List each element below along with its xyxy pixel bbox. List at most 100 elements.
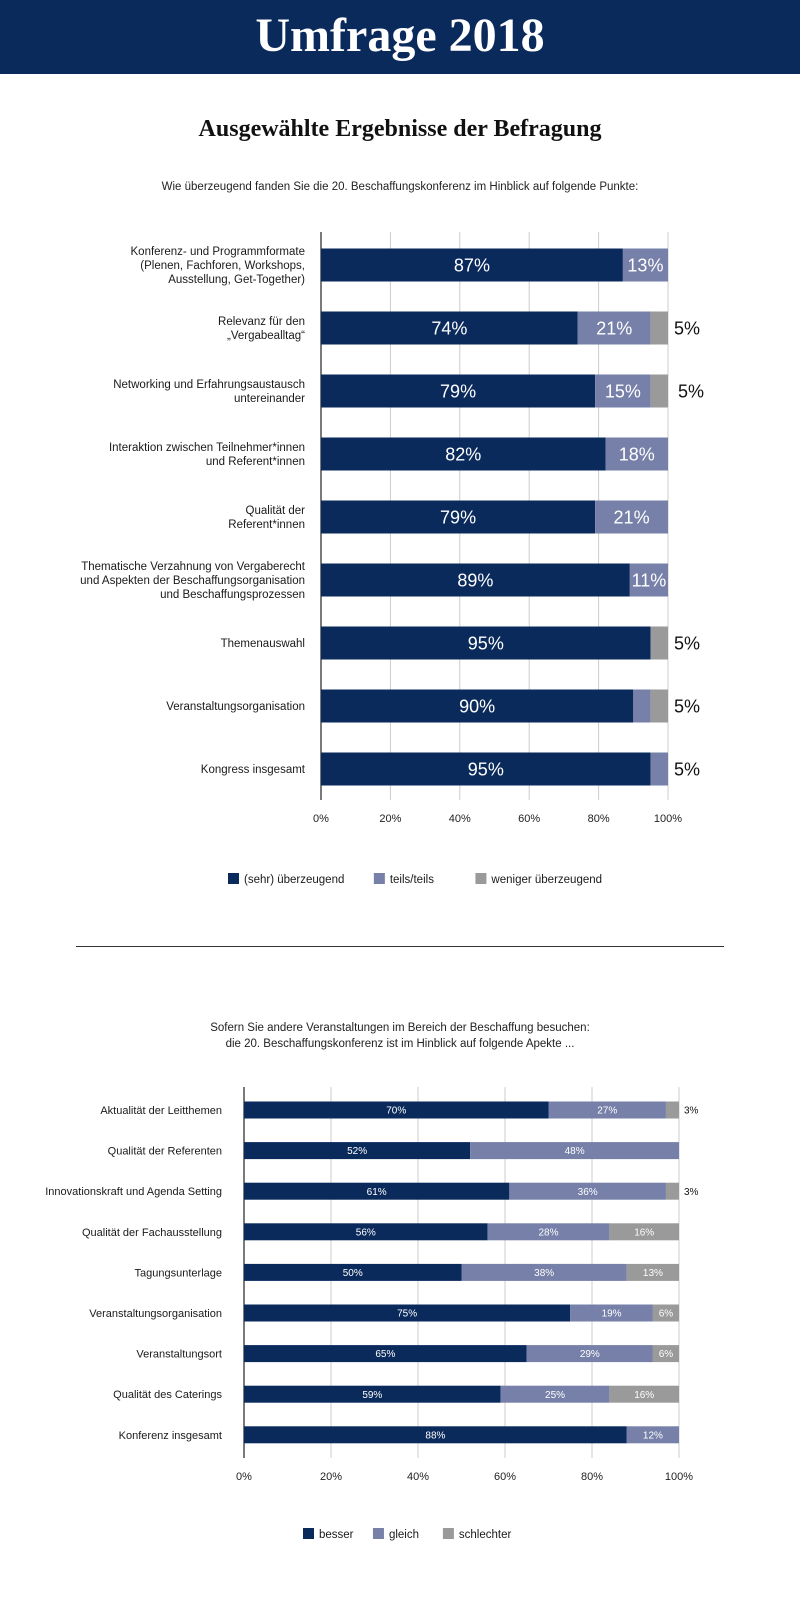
category-label: Veranstaltungsorganisation [166, 701, 305, 713]
bar-segment-2 [626, 1426, 679, 1444]
category-label: Konferenz insgesamt [119, 1430, 222, 1442]
data-label: 50% [343, 1268, 363, 1279]
bar-segment-1 [321, 752, 651, 786]
x-tick-label: 60% [494, 1471, 516, 1483]
bar-segment-3 [665, 1101, 679, 1119]
category-label: „Vergabealltag“ [227, 330, 305, 342]
bar-segment-1 [244, 1385, 501, 1403]
data-label: 28% [538, 1227, 558, 1238]
outside-data-label: 5% [674, 318, 700, 338]
category-label: Ausstellung, Get-Together) [168, 274, 305, 286]
legend-swatch [373, 873, 385, 884]
bar-segment-1 [244, 1426, 627, 1444]
outside-data-label: 5% [674, 759, 700, 779]
chart1-question: Wie überzeugend fanden Sie die 20. Besch… [161, 181, 639, 193]
bar-segment-3 [650, 626, 668, 660]
data-label: 6% [659, 1309, 674, 1320]
category-label: Innovationskraft und Agenda Setting [45, 1186, 222, 1198]
data-label: 27% [597, 1106, 617, 1117]
category-label: und Beschaffungsprozessen [160, 589, 305, 601]
data-label: 18% [619, 444, 655, 464]
category-label: und Aspekten der Beschaffungsorganisatio… [80, 575, 305, 587]
bar-segment-2 [500, 1385, 610, 1403]
legend-swatch [228, 873, 239, 884]
bar-segment-2 [650, 752, 668, 786]
data-label: 87% [454, 255, 490, 275]
chart2-question: Sofern Sie andere Veranstaltungen im Ber… [0, 1020, 800, 1052]
category-label: Tagungsunterlage [135, 1267, 222, 1279]
data-label: 15% [605, 381, 641, 401]
data-label: 16% [634, 1390, 654, 1401]
legend-swatch [372, 1528, 384, 1539]
x-tick-label: 20% [320, 1471, 342, 1483]
bar-segment-3 [626, 1263, 679, 1281]
data-label: 38% [534, 1268, 554, 1279]
legend-label: weniger überzeugend [490, 874, 602, 886]
outside-data-label: 3% [684, 1106, 699, 1117]
category-label: Qualität der Referenten [108, 1146, 222, 1158]
legend-label: gleich [389, 1529, 419, 1541]
chart1-convincing-bar-chart: 0% 20% 40% 60% 80% 100% Konferenz- und Program… [80, 232, 704, 886]
bar-segment-2 [487, 1223, 610, 1241]
x-tick-label: 0% [236, 1471, 252, 1483]
category-label: Interaktion zwischen Teilnehmer*innen [109, 442, 305, 454]
category-label: Aktualität der Leitthemen [100, 1105, 222, 1117]
bar-segment-3 [652, 1304, 679, 1322]
category-label: Veranstaltungsort [136, 1349, 222, 1361]
data-label: 19% [602, 1309, 622, 1320]
bar-segment-1 [244, 1182, 510, 1200]
bar-segment-3 [650, 311, 668, 345]
x-tick-label: 100% [665, 1471, 693, 1483]
bar-segment-3 [650, 689, 668, 723]
chart2-question-line: die 20. Beschaffungskonferenz ist im Hin… [225, 1038, 575, 1050]
chart2-question-line: Sofern Sie andere Veranstaltungen im Ber… [210, 1022, 590, 1034]
bar-segment-2 [605, 437, 668, 471]
bar-segment-1 [321, 689, 634, 723]
legend-label: (sehr) überzeugend [244, 874, 344, 886]
data-label: 56% [356, 1227, 376, 1238]
bar-segment-2 [595, 500, 668, 534]
category-label: Themenauswahl [221, 638, 305, 650]
bar-segment-1 [244, 1223, 488, 1241]
bar-segment-1 [244, 1345, 527, 1363]
section-divider [76, 946, 724, 947]
category-label: Thematische Verzahnung von Vergaberecht [81, 561, 306, 573]
category-label: Qualität des Caterings [113, 1389, 222, 1401]
category-label: Veranstaltungsorganisation [89, 1308, 222, 1320]
bar-segment-3 [609, 1223, 679, 1241]
bar-segment-2 [470, 1142, 679, 1160]
data-label: 89% [457, 570, 493, 590]
x-tick-label: 100% [654, 813, 682, 825]
data-label: 70% [386, 1106, 406, 1117]
data-label: 13% [627, 255, 663, 275]
data-label: 61% [367, 1187, 387, 1198]
category-label: Relevanz für den [218, 316, 305, 328]
x-tick-label: 20% [379, 813, 401, 825]
legend-label: teils/teils [390, 874, 434, 886]
data-label: 52% [347, 1146, 367, 1157]
data-label: 6% [659, 1349, 674, 1360]
outside-data-label: 5% [678, 381, 704, 401]
category-label: Konferenz- und Programmformate [131, 246, 306, 258]
data-label: 95% [468, 759, 504, 779]
header-banner: Umfrage 2018 [0, 0, 800, 74]
legend-swatch [303, 1528, 314, 1539]
bar-segment-1 [321, 374, 596, 408]
outside-data-label: 3% [684, 1187, 699, 1198]
data-label: 95% [468, 633, 504, 653]
x-tick-label: 60% [518, 813, 540, 825]
bar-segment-2 [622, 248, 668, 282]
data-label: 48% [565, 1146, 585, 1157]
bar-segment-2 [577, 311, 651, 345]
data-label: 74% [431, 318, 467, 338]
data-label: 16% [634, 1227, 654, 1238]
legend-label: schlechter [459, 1529, 512, 1541]
page-title: Umfrage 2018 [255, 9, 545, 62]
bar-segment-2 [548, 1101, 666, 1119]
bar-segment-1 [244, 1101, 549, 1119]
bar-segment-2 [526, 1345, 653, 1363]
bar-segment-2 [461, 1263, 627, 1281]
data-label: 79% [440, 381, 476, 401]
bar-segment-2 [570, 1304, 653, 1322]
legend-swatch [442, 1528, 454, 1539]
